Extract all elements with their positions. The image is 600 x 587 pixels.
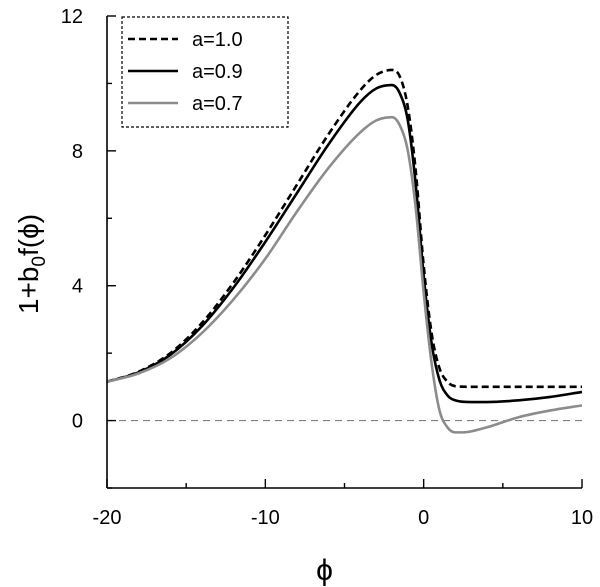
x-tick-label: -10 — [251, 507, 280, 529]
ticks-layer: -20 -10 0 10 0 4 8 12 — [61, 6, 593, 529]
x-tick-label: -20 — [93, 507, 122, 529]
series-line-3 — [106, 115, 583, 434]
x-tick-label: 10 — [571, 507, 593, 529]
legend-label: a=0.7 — [192, 93, 243, 115]
x-axis-label: ϕ — [316, 554, 333, 587]
legend-label: a=0.9 — [192, 61, 243, 83]
series-line-2 — [106, 83, 583, 404]
y-label-prefix: 1+b — [13, 267, 44, 315]
y-label-suffix: f(ϕ) — [13, 214, 44, 256]
series-line-1 — [106, 68, 582, 389]
x-tick-label: 0 — [418, 507, 429, 529]
y-tick-label: 4 — [72, 276, 83, 298]
y-tick-label: 8 — [72, 141, 83, 163]
series-layer — [106, 68, 583, 434]
y-label-subscript: 0 — [29, 256, 50, 267]
y-tick-label: 12 — [61, 6, 83, 28]
y-tick-label: 0 — [72, 411, 83, 433]
legend-label: a=1.0 — [192, 29, 243, 51]
y-axis-label: 1+b0f(ϕ) — [13, 214, 50, 314]
legend: a=1.0 a=0.9 a=0.7 — [121, 16, 289, 128]
